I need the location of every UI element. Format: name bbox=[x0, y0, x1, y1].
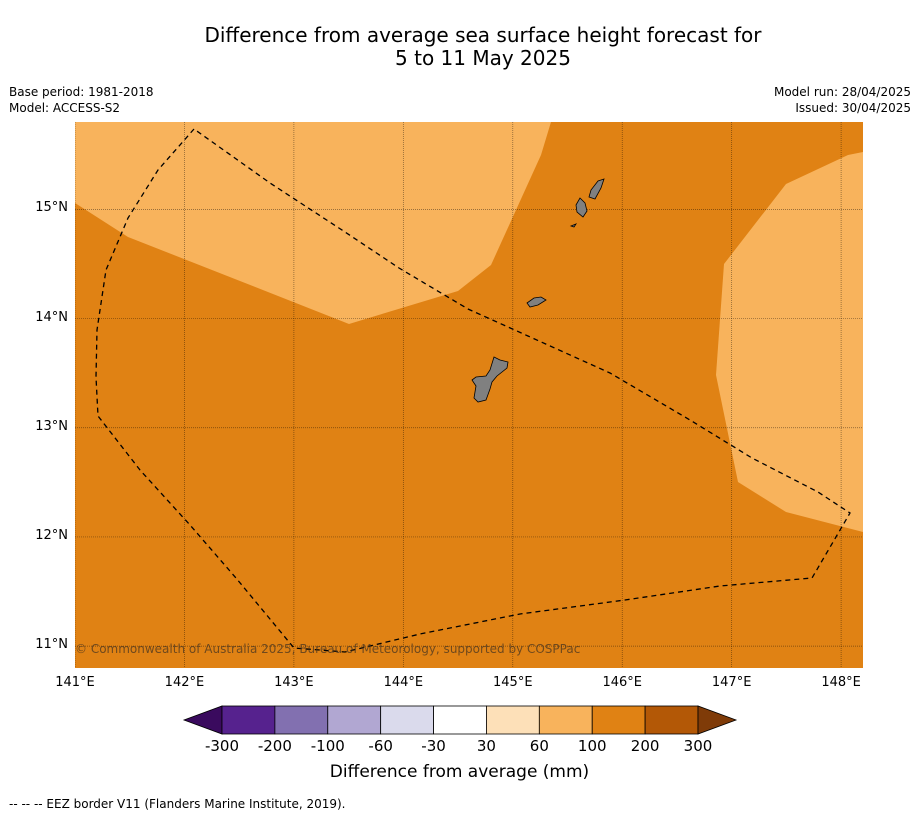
model-run-label: Model run: 28/04/2025 bbox=[773, 85, 911, 99]
aguijan-islet bbox=[569, 223, 578, 228]
saipan-island bbox=[588, 178, 605, 200]
colorbar-bin bbox=[486, 705, 540, 735]
longitude-tick-label: 141°E bbox=[55, 675, 95, 690]
colorbar-tick-label: 30 bbox=[476, 737, 496, 755]
model-label: Model: ACCESS-S2 bbox=[9, 101, 121, 115]
colorbar bbox=[182, 705, 738, 735]
colorbar-bin bbox=[644, 705, 699, 735]
colorbar-tick-label: 60 bbox=[529, 737, 549, 755]
latitude-tick-label: 13°N bbox=[35, 418, 68, 434]
chart-title-line1: Difference from average sea surface heig… bbox=[204, 23, 762, 47]
longitude-tick-label: 146°E bbox=[602, 675, 642, 690]
colorbar-bin bbox=[591, 705, 646, 735]
copyright-notice: © Commonwealth of Australia 2025, Bureau… bbox=[75, 642, 580, 656]
rota-island bbox=[526, 296, 547, 308]
colorbar-tick-label: -300 bbox=[204, 737, 240, 755]
colorbar-tick-label: -60 bbox=[368, 737, 393, 755]
map-area: © Commonwealth of Australia 2025, Bureau… bbox=[75, 122, 863, 668]
colorbar-bin bbox=[274, 705, 329, 735]
longitude-tick-label: 144°E bbox=[383, 675, 424, 690]
colorbar-extend-low bbox=[182, 705, 223, 735]
issued-label: Issued: 30/04/2025 bbox=[795, 101, 911, 115]
longitude-tick-label: 143°E bbox=[274, 675, 314, 690]
colorbar-tick-label: 300 bbox=[683, 737, 713, 755]
graticule bbox=[75, 122, 863, 668]
colorbar-bin bbox=[327, 705, 382, 735]
colorbar-extend-high bbox=[697, 705, 738, 735]
longitude-tick-label: 145°E bbox=[493, 675, 533, 690]
colorbar-tick-label: 100 bbox=[577, 737, 607, 755]
latitude-tick-label: 14°N bbox=[35, 309, 68, 325]
colorbar-tick-label: -200 bbox=[257, 737, 292, 755]
colorbar-tick-label: -100 bbox=[310, 737, 345, 755]
eez-legend-footnote: -- -- -- EEZ border V11 (Flanders Marine… bbox=[9, 797, 346, 811]
tinian-island bbox=[575, 197, 588, 218]
base-period-label: Base period: 1981-2018 bbox=[9, 85, 154, 99]
colorbar-bin bbox=[221, 705, 276, 735]
colorbar-tick-label: -30 bbox=[421, 737, 446, 755]
longitude-tick-label: 147°E bbox=[711, 675, 752, 690]
guam-island bbox=[471, 356, 509, 403]
latitude-tick-label: 12°N bbox=[35, 527, 68, 543]
colorbar-title: Difference from average (mm) bbox=[329, 762, 590, 782]
latitude-tick-label: 15°N bbox=[35, 200, 68, 216]
colorbar-bin bbox=[538, 705, 593, 735]
longitude-tick-label: 142°E bbox=[164, 675, 205, 690]
eez-border bbox=[95, 128, 851, 653]
latitude-tick-label: 11°N bbox=[35, 637, 68, 653]
colorbar-bin bbox=[433, 705, 487, 735]
chart-title-line2: 5 to 11 May 2025 bbox=[395, 46, 571, 70]
anomaly-region-east bbox=[716, 152, 863, 532]
colorbar-tick-label: 200 bbox=[630, 737, 660, 755]
longitude-tick-label: 148°E bbox=[821, 675, 861, 690]
islands bbox=[471, 178, 605, 403]
anomaly-region-northwest bbox=[75, 122, 551, 324]
colorbar-bin bbox=[380, 705, 434, 735]
